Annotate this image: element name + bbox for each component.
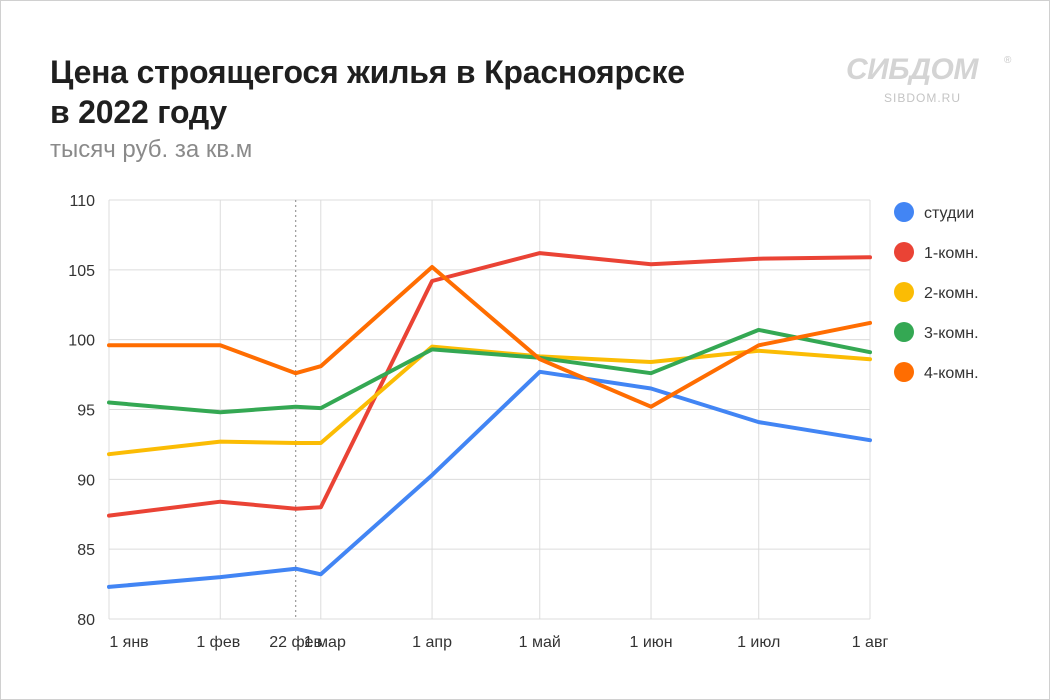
legend-label: 2-комн.	[924, 285, 979, 302]
series-line-5	[107, 265, 872, 409]
x-tick-label: 1 июн	[629, 634, 672, 651]
x-tick-label: 1 фев	[196, 634, 240, 651]
legend-label: 4-комн.	[924, 365, 979, 382]
chart-title-line1: Цена строящегося жилья в Красноярске	[50, 54, 685, 90]
sibdom-logo: СИБДОМ ® SIBDOM.RU	[846, 53, 1016, 106]
chart-title: Цена строящегося жилья в Красноярске в 2…	[50, 52, 810, 132]
x-tick-label: 1 янв	[109, 634, 148, 651]
legend-label: 1-комн.	[924, 245, 979, 262]
logo-url: SIBDOM.RU	[884, 91, 962, 105]
legend-marker	[894, 202, 914, 222]
logo-wordmark: СИБДОМ	[846, 53, 978, 86]
legend-marker	[894, 322, 914, 342]
legend-label: 3-комн.	[924, 325, 979, 342]
x-tick-label: 1 май	[519, 634, 561, 651]
x-tick-label: 1 мар	[304, 634, 346, 651]
y-tick-label: 90	[77, 472, 95, 489]
y-tick-label: 85	[77, 542, 95, 559]
chart-title-line2: в 2022 году	[50, 94, 227, 130]
y-tick-label: 80	[77, 612, 95, 629]
x-tick-label: 22 фев	[269, 634, 322, 651]
legend-label: студии	[924, 205, 974, 222]
y-tick-label: 110	[69, 193, 95, 210]
legend-marker	[894, 282, 914, 302]
series-line-1	[107, 369, 872, 589]
x-tick-label: 1 авг	[852, 634, 889, 651]
logo-registered-mark: ®	[1004, 55, 1012, 66]
y-tick-label: 105	[68, 263, 95, 280]
series-line-4	[107, 327, 872, 415]
chart-subtitle: тысяч руб. за кв.м	[50, 136, 253, 163]
legend-marker	[894, 242, 914, 262]
x-tick-label: 1 апр	[412, 634, 452, 651]
series-line-2	[107, 251, 872, 518]
y-tick-label: 100	[68, 333, 95, 350]
y-tick-label: 95	[77, 403, 95, 420]
legend-marker	[894, 362, 914, 382]
series-line-3	[107, 344, 872, 457]
x-tick-label: 1 июл	[737, 634, 780, 651]
